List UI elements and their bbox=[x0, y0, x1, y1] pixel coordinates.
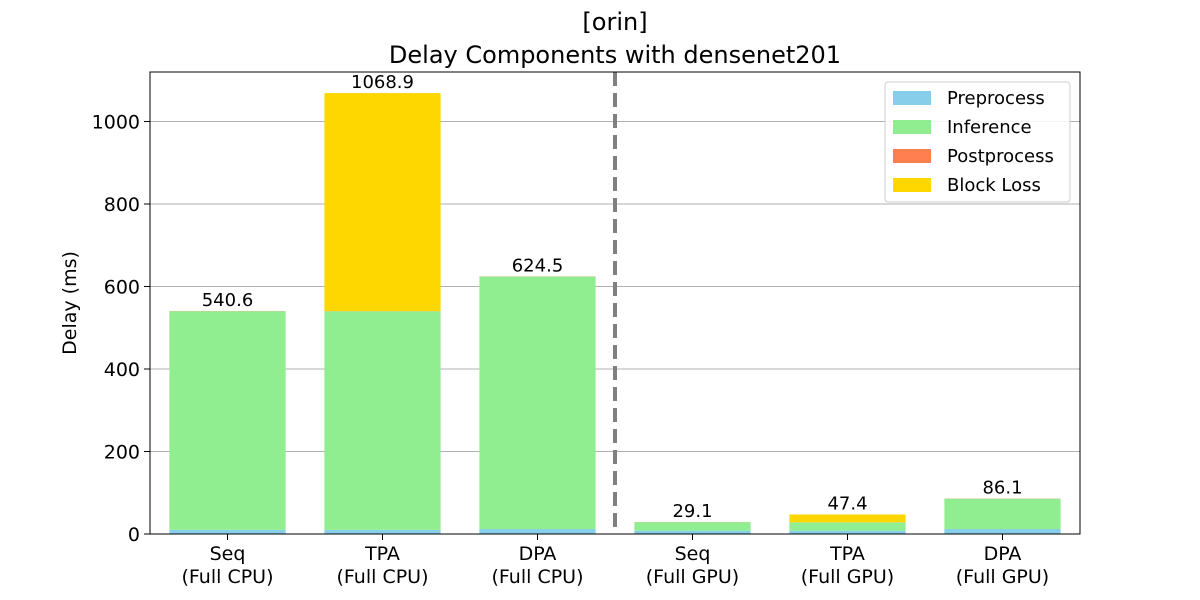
x-tick-label-line: Seq bbox=[210, 543, 246, 565]
bar-segment-block-loss bbox=[324, 93, 441, 312]
x-tick-label: TPA (Full CPU) bbox=[337, 543, 429, 588]
bar-segment-preprocess bbox=[324, 529, 441, 534]
bar-segment-preprocess bbox=[479, 529, 596, 534]
bar-segment-inference bbox=[634, 522, 751, 531]
bar-segment-preprocess bbox=[789, 530, 906, 534]
legend-label-postprocess: Postprocess bbox=[947, 146, 1054, 167]
legend-swatch-preprocess bbox=[893, 91, 931, 105]
chart-title-line-2: Delay Components with densenet201 bbox=[389, 41, 841, 69]
x-tick-label-line: (Full CPU) bbox=[492, 566, 584, 588]
y-axis-ticks: 0 200 400 600 800 1000 bbox=[92, 112, 150, 546]
bar-segment-preprocess bbox=[944, 529, 1061, 534]
x-tick-label-line: TPA bbox=[364, 543, 400, 565]
legend: Preprocess Inference Postprocess Block Loss bbox=[884, 81, 1071, 203]
bar-total-label: 47.4 bbox=[827, 493, 867, 514]
plot-frame bbox=[149, 71, 1081, 535]
bar-segment-block-loss bbox=[789, 514, 906, 523]
bar-segment-inference bbox=[944, 498, 1061, 530]
y-tick-label: 800 bbox=[104, 194, 140, 216]
bar-total-label: 1068.9 bbox=[351, 72, 414, 93]
x-tick-label-line: TPA bbox=[829, 543, 865, 565]
bar-segment-inference bbox=[169, 311, 286, 530]
legend-label-inference: Inference bbox=[947, 117, 1032, 138]
bar-segment-inference bbox=[789, 522, 906, 531]
legend-swatch-postprocess bbox=[893, 149, 931, 163]
x-tick-label: DPA (Full CPU) bbox=[492, 543, 584, 588]
legend-swatch-inference bbox=[893, 120, 931, 134]
bar-segment-preprocess bbox=[169, 529, 286, 534]
x-tick-label-line: DPA bbox=[984, 543, 1022, 565]
y-tick-label: 400 bbox=[104, 359, 140, 381]
y-axis-label: Delay (ms) bbox=[59, 251, 81, 355]
bars bbox=[169, 93, 1061, 534]
legend-label-preprocess: Preprocess bbox=[947, 88, 1045, 109]
bar-total-label: 86.1 bbox=[982, 477, 1022, 498]
bar-total-label: 29.1 bbox=[672, 501, 712, 522]
bar-total-label: 540.6 bbox=[202, 290, 254, 311]
bar-total-labels: 540.6 1068.9 624.5 29.1 47.4 86.1 bbox=[202, 72, 1023, 522]
bar-segment-inference bbox=[479, 276, 596, 530]
x-tick-label: TPA (Full GPU) bbox=[801, 543, 894, 588]
y-tick-label: 200 bbox=[104, 442, 140, 464]
x-tick-label-line: Seq bbox=[675, 543, 711, 565]
y-tick-label: 0 bbox=[128, 524, 140, 546]
x-tick-label-line: (Full GPU) bbox=[956, 566, 1049, 588]
x-axis-ticks: Seq (Full CPU)TPA (Full CPU)DPA (Full CPU)S… bbox=[182, 534, 1049, 588]
legend-label-block-loss: Block Loss bbox=[947, 175, 1041, 196]
x-tick-label-line: (Full CPU) bbox=[182, 566, 274, 588]
bar-segment-inference bbox=[324, 311, 441, 530]
y-tick-label: 600 bbox=[104, 277, 140, 299]
x-tick-label-line: (Full GPU) bbox=[646, 566, 739, 588]
x-tick-label-line: DPA bbox=[519, 543, 557, 565]
bar-total-label: 624.5 bbox=[512, 255, 564, 276]
legend-box bbox=[884, 81, 1071, 203]
y-tick-label: 1000 bbox=[92, 112, 140, 134]
x-tick-label: Seq (Full GPU) bbox=[646, 543, 739, 588]
chart-title-line-1: [orin] bbox=[582, 8, 647, 36]
bar-segment-preprocess bbox=[634, 530, 751, 534]
x-tick-label: DPA (Full GPU) bbox=[956, 543, 1049, 588]
x-tick-label-line: (Full CPU) bbox=[337, 566, 429, 588]
legend-swatch-block-loss bbox=[893, 178, 931, 192]
x-tick-label: Seq (Full CPU) bbox=[182, 543, 274, 588]
x-tick-label-line: (Full GPU) bbox=[801, 566, 894, 588]
